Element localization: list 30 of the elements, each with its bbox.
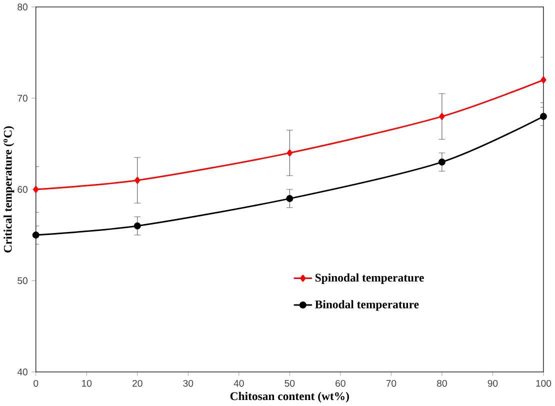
x-tick-label: 60 <box>336 380 346 387</box>
y-tick-label: 70 <box>18 94 28 102</box>
point <box>286 195 294 202</box>
x-tick-label: 30 <box>183 380 194 387</box>
point <box>286 149 292 156</box>
x-tick-label: 0 <box>34 380 38 387</box>
y-tick-label: 60 <box>18 186 28 193</box>
y-tick-label: 50 <box>18 277 28 284</box>
x-tick-label: 40 <box>234 380 244 387</box>
x-tick-label: 50 <box>284 380 295 387</box>
x-axis-title: Chitosan content (wt%) <box>230 392 349 402</box>
point <box>33 186 39 193</box>
x-tick-label: 90 <box>488 380 498 387</box>
x-tick-label: 20 <box>132 380 142 387</box>
point <box>438 158 446 166</box>
point <box>134 176 140 184</box>
x-tick-label: 100 <box>536 380 552 387</box>
point <box>540 76 546 84</box>
point <box>134 222 141 230</box>
y-tick-label: 80 <box>18 4 28 10</box>
point <box>439 112 445 120</box>
legend-label: Spinodal temperature <box>315 273 424 284</box>
y-axis-title: Critical temperature ($^{o}$C) <box>4 126 14 252</box>
x-tick-label: 70 <box>386 380 396 387</box>
x-tick-label: 80 <box>437 380 447 387</box>
legend-label: Binodal temperature <box>315 300 419 311</box>
x-tick-label: 10 <box>82 380 92 387</box>
point <box>540 112 547 120</box>
point <box>32 232 40 239</box>
y-tick-label: 40 <box>17 368 28 376</box>
